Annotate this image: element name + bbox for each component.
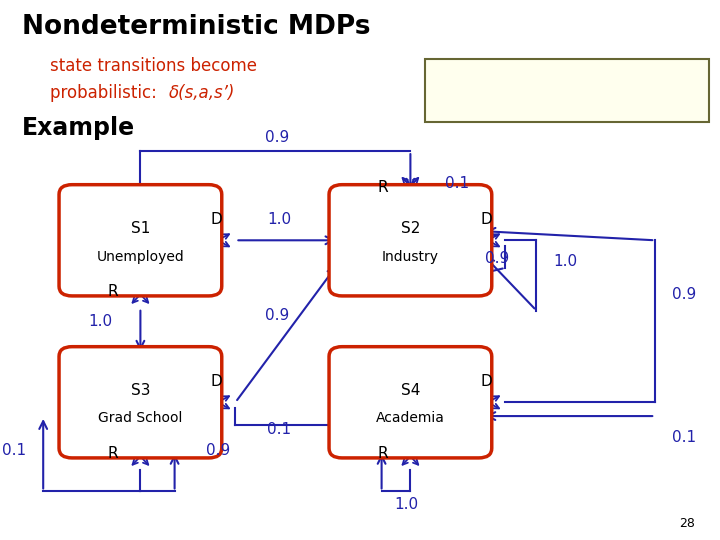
Text: 0.1: 0.1 xyxy=(267,422,292,437)
FancyBboxPatch shape xyxy=(59,347,222,458)
Text: δ(s,a,s’): δ(s,a,s’) xyxy=(169,84,235,102)
Text: S3: S3 xyxy=(130,383,150,398)
Text: 0.9: 0.9 xyxy=(672,287,696,302)
Text: S1: S1 xyxy=(131,221,150,236)
Text: 1.0: 1.0 xyxy=(267,212,292,227)
Text: R: R xyxy=(378,446,388,461)
Text: S4: S4 xyxy=(401,383,420,398)
Text: S2: S2 xyxy=(401,221,420,236)
Text: probabilistic:: probabilistic: xyxy=(50,84,163,102)
Text: Example: Example xyxy=(22,116,135,140)
Text: Grad School: Grad School xyxy=(98,411,183,426)
Text: Industry: Industry xyxy=(382,249,439,264)
Text: 1.0: 1.0 xyxy=(553,254,577,269)
Text: D: D xyxy=(211,374,222,389)
Text: D: D xyxy=(481,212,492,227)
Text: R – Research path: R – Research path xyxy=(436,68,574,83)
Text: 0.9: 0.9 xyxy=(265,308,289,323)
Text: R: R xyxy=(108,284,118,299)
FancyBboxPatch shape xyxy=(425,59,709,122)
Text: 0.1: 0.1 xyxy=(445,176,469,191)
FancyBboxPatch shape xyxy=(329,347,492,458)
Text: 0.9: 0.9 xyxy=(206,443,230,458)
Text: 0.1: 0.1 xyxy=(672,430,696,445)
Text: 0.1: 0.1 xyxy=(2,443,27,458)
Text: Academia: Academia xyxy=(376,411,445,426)
Text: 1.0: 1.0 xyxy=(89,314,113,329)
Text: Nondeterministic MDPs: Nondeterministic MDPs xyxy=(22,14,370,39)
Text: 1.0: 1.0 xyxy=(395,497,419,512)
Text: D: D xyxy=(481,374,492,389)
Text: R: R xyxy=(108,446,118,461)
Text: 0.9: 0.9 xyxy=(265,130,289,145)
Text: R: R xyxy=(378,180,388,195)
FancyBboxPatch shape xyxy=(329,185,492,296)
Text: D: D xyxy=(211,212,222,227)
Text: D – Development path: D – Development path xyxy=(436,86,608,102)
Text: state transitions become: state transitions become xyxy=(50,57,258,75)
FancyBboxPatch shape xyxy=(59,185,222,296)
Text: 0.9: 0.9 xyxy=(485,251,509,266)
Text: 28: 28 xyxy=(679,517,695,530)
Text: Unemployed: Unemployed xyxy=(96,249,184,264)
